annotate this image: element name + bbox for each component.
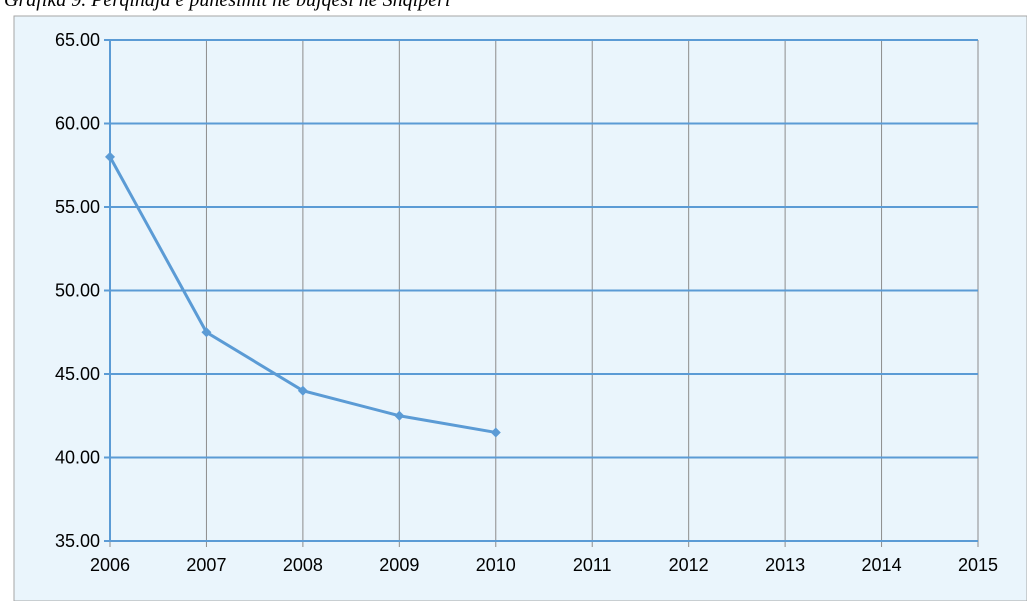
chart-title: Grafika 9. Perqindja e punesimit ne bujq… <box>4 0 450 11</box>
data-point <box>105 151 115 162</box>
y-tick-label: 40.00 <box>55 448 100 468</box>
y-tick-label: 50.00 <box>55 281 100 301</box>
x-tick-label: 2013 <box>765 555 805 575</box>
y-tick-label: 35.00 <box>55 531 100 551</box>
x-tick-label: 2011 <box>573 555 612 575</box>
chart-background <box>13 15 1027 601</box>
data-point <box>297 385 308 396</box>
y-tick-label: 65.00 <box>55 30 100 50</box>
y-tick-label: 45.00 <box>55 364 100 384</box>
x-tick-label: 2009 <box>379 555 419 575</box>
x-tick-label: 2008 <box>283 555 323 575</box>
x-tick-label: 2012 <box>669 555 709 575</box>
data-point <box>394 410 405 421</box>
y-tick-label: 55.00 <box>55 197 100 217</box>
x-tick-label: 2006 <box>90 555 130 575</box>
x-tick-label: 2007 <box>186 555 226 575</box>
x-tick-label: 2014 <box>862 555 902 575</box>
y-tick-label: 60.00 <box>55 114 100 134</box>
data-point <box>201 327 212 338</box>
data-point <box>490 427 501 438</box>
x-tick-label: 2015 <box>958 555 998 575</box>
x-tick-label: 2010 <box>476 555 516 575</box>
